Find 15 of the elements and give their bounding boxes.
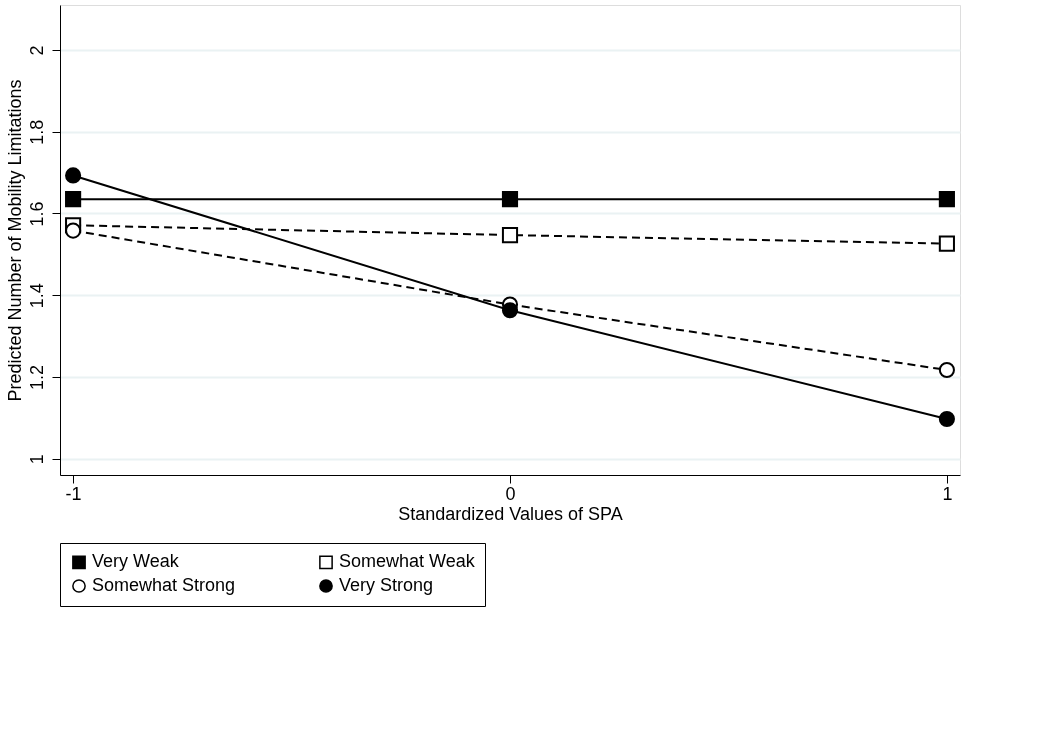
x-tick-label: 0 — [505, 483, 516, 504]
legend-label: Very Strong — [339, 575, 434, 595]
legend-label: Somewhat Strong — [92, 575, 236, 595]
y-tick-label: 1.8 — [26, 119, 47, 145]
y-tick-label: 1.6 — [26, 201, 47, 227]
y-tick-label: 1 — [26, 454, 47, 465]
x-axis-title: Standardized Values of SPA — [398, 503, 623, 524]
y-axis-title: Predicted Number of Mobility Limitations — [4, 79, 25, 402]
y-tick-label: 1.4 — [26, 283, 47, 309]
legend-label: Somewhat Weak — [339, 551, 476, 572]
y-tick-label: 1.2 — [26, 364, 47, 390]
x-tick-label: -1 — [65, 483, 82, 504]
y-tick-label: 2 — [26, 45, 47, 56]
x-tick-label: 1 — [942, 483, 953, 504]
legend-label: Very Weak — [92, 551, 180, 572]
